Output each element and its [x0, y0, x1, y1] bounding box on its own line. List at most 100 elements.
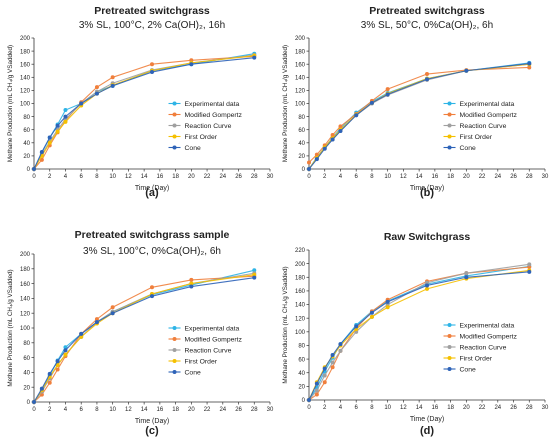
data-point [369, 314, 374, 319]
legend-entry: Cone [185, 370, 201, 377]
data-point [385, 87, 390, 92]
y-tick-label: 0 [27, 167, 31, 173]
data-point [322, 380, 327, 385]
data-point [338, 129, 343, 134]
x-tick-label: 22 [479, 405, 486, 411]
legend-entry: First Order [185, 359, 218, 366]
y-tick-label: 100 [20, 326, 31, 332]
data-point [252, 272, 257, 277]
x-tick-label: 2 [48, 407, 52, 413]
x-tick-label: 8 [370, 405, 374, 411]
data-point [55, 123, 60, 128]
y-tick-label: 20 [23, 154, 30, 160]
x-tick-label: 12 [125, 407, 132, 413]
legend-swatch-marker [172, 112, 177, 117]
x-tick-label: 6 [355, 405, 359, 411]
x-tick-label: 18 [447, 174, 454, 180]
y-tick-label: 0 [302, 398, 306, 404]
chart-title: Pretreated switchgrass [94, 5, 210, 17]
data-point [55, 129, 60, 134]
data-point [47, 135, 52, 140]
data-point [369, 310, 374, 315]
x-tick-label: 0 [32, 174, 36, 180]
x-tick-label: 22 [204, 174, 211, 180]
data-point [464, 68, 469, 73]
data-point [63, 352, 68, 357]
data-point [527, 61, 532, 66]
x-tick-label: 8 [370, 174, 374, 180]
x-tick-label: 20 [188, 174, 195, 180]
y-tick-label: 40 [23, 141, 30, 147]
x-tick-label: 6 [355, 174, 359, 180]
legend-entry: Modified Gompertz [185, 112, 243, 119]
data-point [369, 100, 374, 105]
data-point [150, 62, 154, 67]
data-point [425, 286, 429, 291]
y-tick-label: 60 [298, 357, 305, 363]
chart-title: Raw Switchgrass [384, 231, 471, 243]
data-point [252, 268, 257, 273]
x-tick-label: 24 [494, 174, 501, 180]
data-point [110, 305, 115, 310]
data-point [39, 157, 44, 162]
x-tick-label: 20 [463, 405, 470, 411]
legend-swatch-marker [172, 134, 177, 139]
x-tick-label: 14 [141, 174, 148, 180]
x-tick-label: 20 [188, 407, 195, 413]
y-tick-label: 200 [20, 252, 31, 258]
data-point [527, 262, 532, 267]
data-point [464, 271, 469, 276]
legend-swatch-marker [172, 348, 177, 352]
x-tick-label: 8 [95, 174, 99, 180]
x-tick-label: 4 [339, 405, 343, 411]
x-tick-label: 0 [307, 405, 311, 411]
y-tick-label: 100 [295, 102, 306, 108]
data-point [322, 366, 327, 371]
y-tick-label: 160 [20, 282, 31, 288]
legend-entry: Reaction Curve [460, 123, 507, 130]
data-point [330, 132, 335, 137]
y-tick-label: 180 [295, 49, 306, 55]
x-tick-label: 30 [267, 174, 274, 180]
legend-swatch-marker [447, 356, 452, 360]
legend-swatch-marker [447, 112, 452, 117]
data-point [527, 269, 532, 274]
x-tick-label: 6 [80, 407, 84, 413]
x-tick-label: 4 [64, 407, 68, 413]
y-tick-label: 0 [27, 400, 31, 406]
legend-entry: Cone [460, 367, 476, 374]
x-tick-label: 10 [109, 174, 116, 180]
data-point [307, 167, 311, 171]
y-tick-label: 40 [298, 141, 305, 147]
x-tick-label: 24 [219, 174, 226, 180]
data-point [314, 381, 319, 386]
y-axis-label: Methane Production (mL CH₄/g VSadded) [7, 269, 14, 386]
panel-letter: (a) [145, 187, 159, 199]
chart-panel-3: Pretreated switchgrass sample 3% SL, 100°… [7, 229, 274, 437]
x-tick-label: 26 [510, 174, 517, 180]
legend-entry: Reaction Curve [185, 123, 232, 130]
chart-title: Pretreated switchgrass sample [75, 229, 230, 241]
legend-swatch-marker [172, 101, 177, 106]
data-point [314, 392, 319, 397]
legend-swatch-marker [172, 337, 177, 341]
data-point [32, 167, 36, 171]
data-point [385, 305, 390, 310]
chart-subtitle: 3% SL, 50°C, 0%Ca(OH)₂, 6h [361, 20, 493, 31]
x-tick-label: 18 [172, 407, 179, 413]
x-tick-label: 10 [384, 174, 391, 180]
data-point [354, 324, 359, 329]
data-point [150, 70, 154, 75]
x-tick-label: 0 [32, 407, 36, 413]
x-tick-label: 14 [416, 174, 423, 180]
y-tick-label: 160 [20, 62, 31, 68]
legend-swatch-marker [447, 367, 452, 371]
data-point [425, 283, 429, 288]
x-tick-label: 16 [157, 407, 164, 413]
y-tick-label: 100 [295, 330, 306, 336]
x-axis-label: Time (Day) [410, 185, 444, 192]
x-tick-label: 26 [235, 407, 242, 413]
y-tick-label: 120 [20, 89, 31, 95]
legend-swatch-marker [447, 323, 452, 327]
